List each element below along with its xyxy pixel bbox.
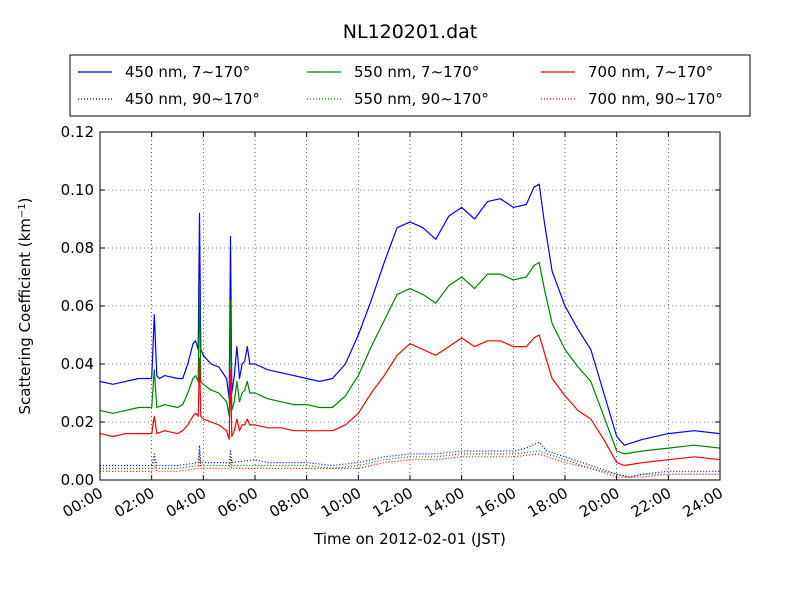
y-tick-label: 0.08 (61, 239, 94, 257)
series-lines (99, 183, 721, 478)
x-tick-label: 20:00 (576, 484, 622, 521)
x-tick-label: 18:00 (525, 484, 571, 521)
x-tick-label: 00:00 (60, 484, 106, 521)
x-tick-label: 10:00 (318, 484, 364, 521)
y-tick-label: 0.06 (61, 297, 94, 315)
y-tick-label: 0.12 (61, 123, 94, 141)
x-axis-label: Time on 2012-02-01 (JST) (313, 530, 506, 548)
x-tick-label: 06:00 (215, 484, 261, 521)
ticks (99, 131, 721, 481)
x-tick-label: 08:00 (266, 484, 312, 521)
y-tick-label: 0.02 (61, 413, 94, 431)
series-line (100, 441, 720, 478)
x-tick-label: 14:00 (421, 484, 467, 521)
y-tick-label: 0.10 (61, 181, 94, 199)
series-line (99, 334, 721, 467)
legend-label: 450 nm, 7∼170° (125, 63, 250, 81)
x-tick-label: 24:00 (680, 484, 726, 521)
y-tick-label: 0.00 (61, 471, 94, 489)
x-tick-label: 22:00 (628, 484, 674, 521)
x-tick-label: 02:00 (111, 484, 157, 521)
legend-label: 700 nm, 7∼170° (588, 63, 713, 81)
legend-label: 550 nm, 90∼170° (354, 90, 489, 108)
plot-area (99, 131, 721, 481)
series-line (99, 261, 721, 455)
series-line (99, 183, 721, 446)
x-tick-label: 04:00 (163, 484, 209, 521)
y-axis-label: Scattering Coefficient (km−1) (16, 197, 34, 414)
x-tick-label: 12:00 (370, 484, 416, 521)
legend: 450 nm, 7∼170° 550 nm, 7∼170° 700 nm, 7∼17… (69, 54, 751, 117)
series-line (100, 450, 720, 478)
legend-label: 450 nm, 90∼170° (125, 90, 260, 108)
legend-label: 700 nm, 90∼170° (588, 90, 723, 108)
legend-label: 550 nm, 7∼170° (354, 63, 479, 81)
chart-title: NL120201.dat (343, 21, 478, 43)
legend-frame (69, 54, 751, 117)
grid (100, 132, 720, 480)
x-tick-label: 16:00 (473, 484, 519, 521)
y-tick-label: 0.04 (61, 355, 94, 373)
